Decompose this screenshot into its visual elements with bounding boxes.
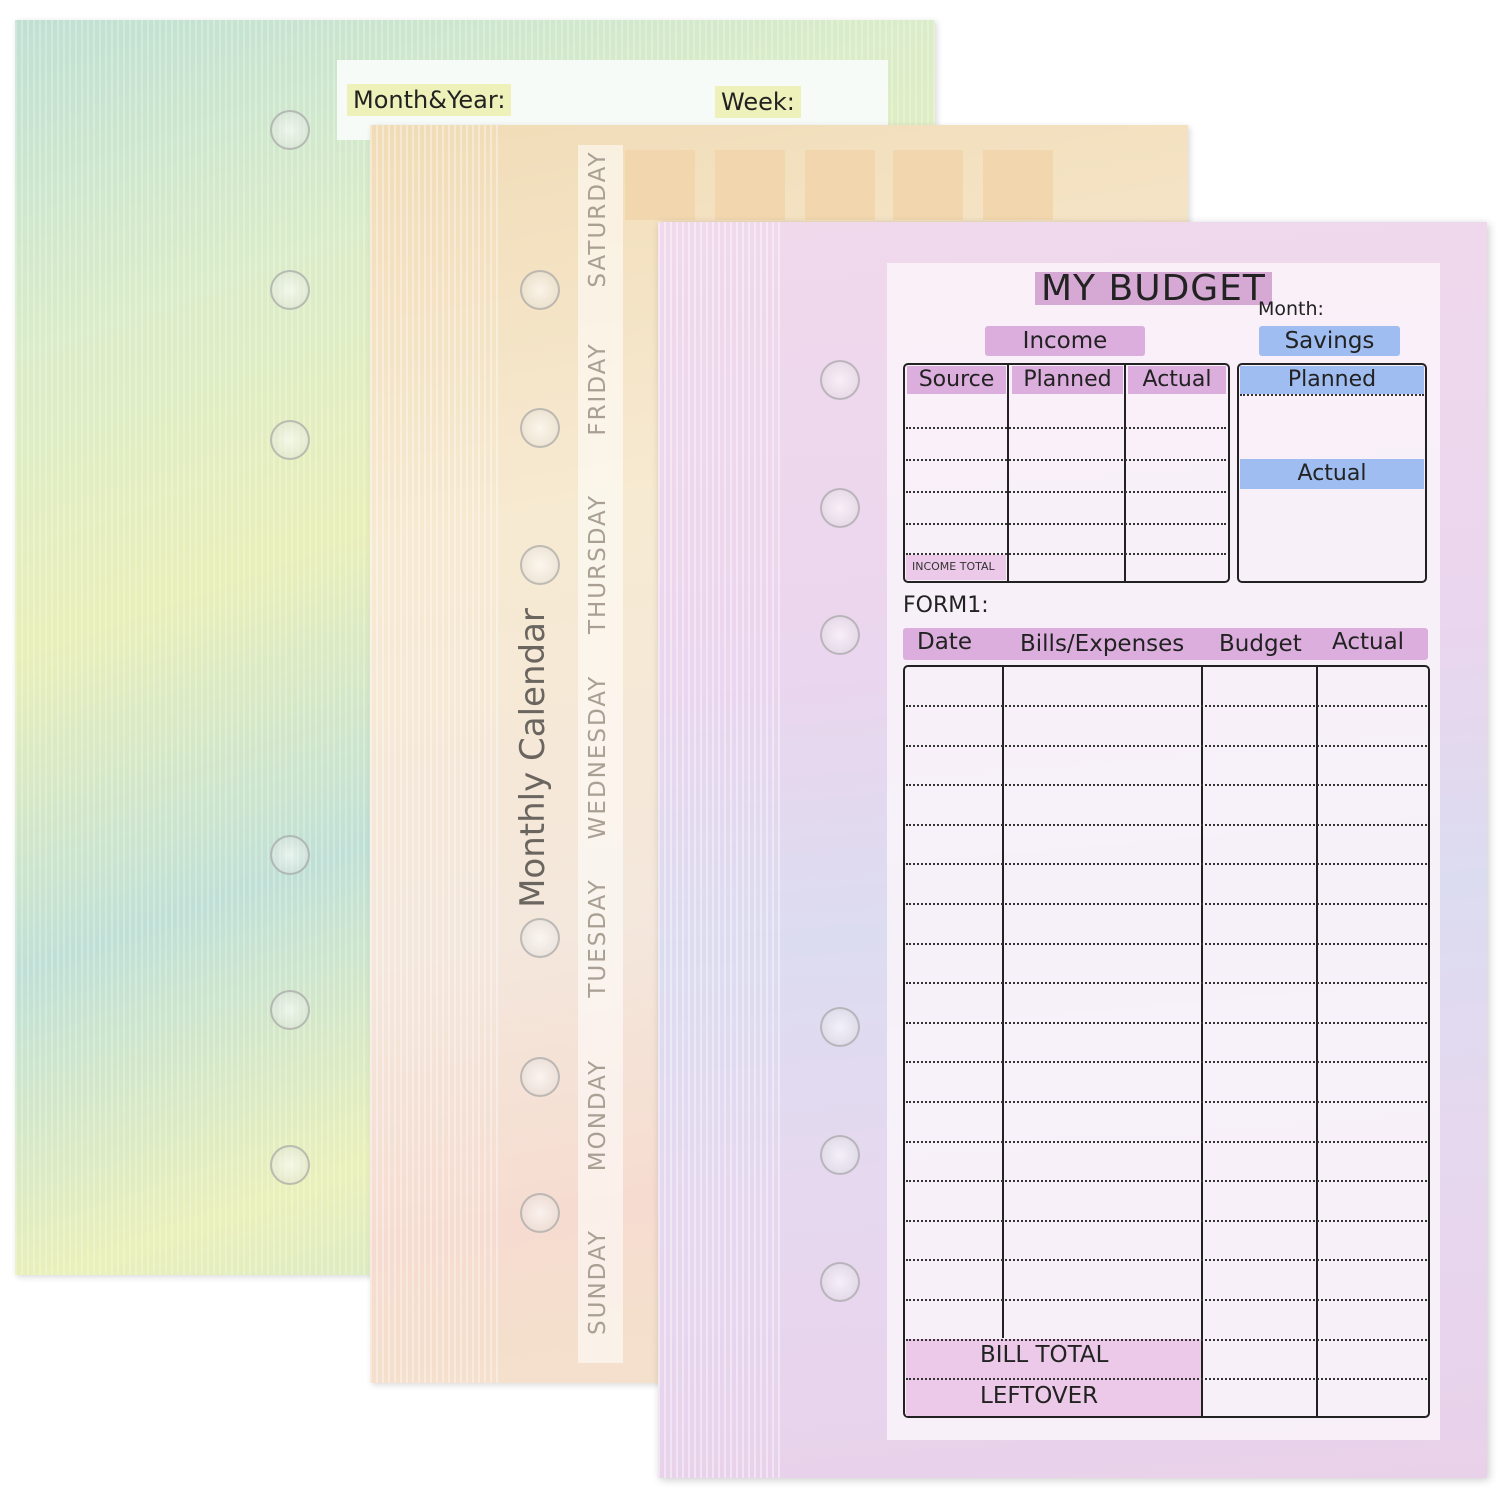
row-divider xyxy=(906,705,1427,707)
binder-hole xyxy=(820,1135,860,1175)
week-label: Week: xyxy=(715,86,801,118)
binder-hole xyxy=(820,1007,860,1047)
divider xyxy=(1201,666,1203,1417)
divider xyxy=(1002,666,1004,1338)
row-divider xyxy=(906,1180,1427,1183)
budget-title: MY BUDGET xyxy=(1035,268,1272,309)
expenses-header: Date Bills/Expenses Budget Actual xyxy=(903,628,1428,660)
income-table xyxy=(903,363,1230,583)
date-box xyxy=(893,150,963,220)
row-divider xyxy=(906,863,1427,866)
binder-hole xyxy=(820,488,860,528)
row-divider xyxy=(906,523,1226,525)
savings-planned: Planned xyxy=(1240,366,1424,394)
binder-hole xyxy=(270,420,310,460)
binder-hole xyxy=(520,1193,560,1233)
binder-hole xyxy=(270,110,310,150)
day-label: SUNDAY xyxy=(585,1229,611,1335)
form-label: FORM1: xyxy=(903,593,989,618)
divider xyxy=(1316,666,1318,1417)
totals-area xyxy=(906,1339,1202,1416)
row-divider xyxy=(906,1140,1427,1143)
binder-hole xyxy=(520,918,560,958)
title-my: MY xyxy=(1041,268,1097,309)
calendar-title: Monthly Calendar xyxy=(513,608,553,908)
income-col-planned: Planned xyxy=(1012,366,1123,394)
income-col-source: Source xyxy=(907,366,1006,394)
row-divider xyxy=(906,1101,1427,1103)
row-divider xyxy=(906,1299,1427,1301)
savings-table xyxy=(1237,363,1427,583)
income-col-actual: Actual xyxy=(1128,366,1226,394)
month-year-label: Month&Year: xyxy=(347,84,512,116)
income-total-cell: INCOME TOTAL xyxy=(906,555,1006,580)
month-label: Month: xyxy=(1258,298,1324,320)
row-divider xyxy=(906,942,1427,945)
binder-hole xyxy=(270,835,310,875)
binder-hole xyxy=(520,408,560,448)
day-label: WEDNESDAY xyxy=(585,674,611,840)
row-divider xyxy=(906,459,1226,461)
day-label: FRIDAY xyxy=(585,342,611,436)
row-divider xyxy=(906,744,1427,747)
binder-hole xyxy=(270,1145,310,1185)
day-strip xyxy=(578,145,623,1363)
row-divider xyxy=(906,1219,1427,1222)
row-divider xyxy=(906,903,1427,905)
divider xyxy=(1124,364,1126,582)
weekly-planner-card: Month&Year: Week: xyxy=(337,60,888,140)
savings-header: Savings xyxy=(1259,326,1400,356)
day-label: THURSDAY xyxy=(585,493,611,635)
leftover-label: LEFTOVER xyxy=(980,1383,1099,1409)
binder-hole xyxy=(820,615,860,655)
row-divider xyxy=(906,491,1226,493)
row-divider xyxy=(906,1259,1427,1262)
income-total-label: INCOME TOTAL xyxy=(912,560,995,573)
divider xyxy=(1240,394,1424,396)
divider xyxy=(1007,364,1009,582)
date-box xyxy=(625,150,695,220)
title-budget: BUDGET xyxy=(1108,268,1266,309)
col-budget: Budget xyxy=(1219,631,1302,657)
col-date: Date xyxy=(917,629,972,655)
row-divider xyxy=(906,1021,1427,1024)
row-divider xyxy=(906,823,1427,826)
row-divider xyxy=(906,784,1427,787)
row-divider xyxy=(906,982,1427,985)
savings-actual: Actual xyxy=(1240,459,1424,489)
col-bills: Bills/Expenses xyxy=(1020,631,1185,657)
row-divider xyxy=(906,1338,1427,1341)
binder-hole xyxy=(520,545,560,585)
binder-hole xyxy=(820,360,860,400)
binder-hole xyxy=(520,1057,560,1097)
binder-hole xyxy=(270,990,310,1030)
row-divider xyxy=(906,427,1226,429)
date-box xyxy=(805,150,875,220)
binder-hole xyxy=(270,270,310,310)
row-divider xyxy=(906,1061,1427,1064)
row-divider xyxy=(906,553,1226,555)
date-box xyxy=(715,150,785,220)
binder-hole xyxy=(520,270,560,310)
day-label: TUESDAY xyxy=(585,878,611,998)
income-header: Income xyxy=(985,326,1145,356)
expenses-table xyxy=(903,665,1430,1418)
col-actual: Actual xyxy=(1332,629,1405,655)
date-box xyxy=(983,150,1053,220)
row-divider xyxy=(906,1378,1427,1381)
bill-total-label: BILL TOTAL xyxy=(980,1342,1109,1368)
binder-hole xyxy=(820,1262,860,1302)
